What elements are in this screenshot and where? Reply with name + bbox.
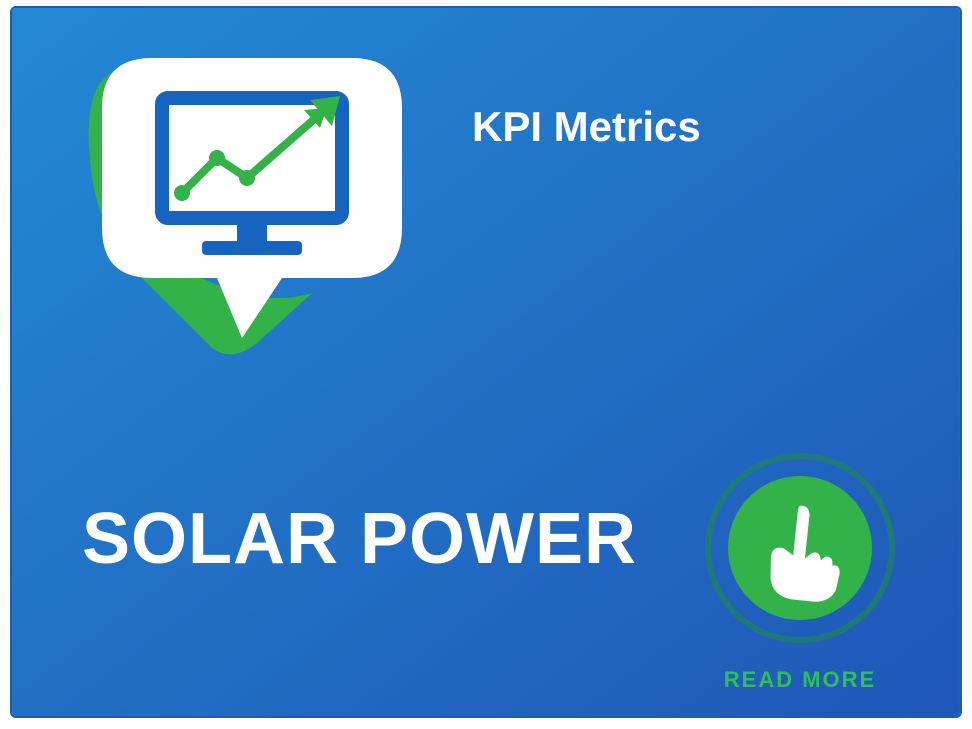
chart-monitor-icon (82, 48, 412, 358)
kpi-infographic-card: KPI Metrics SOLAR POWER READ MORE (10, 6, 962, 718)
hand-pointer-down-icon (700, 448, 900, 648)
card-title: SOLAR POWER (82, 498, 637, 580)
card-subtitle: KPI Metrics (472, 103, 701, 151)
read-more-button[interactable]: READ MORE (700, 448, 900, 693)
kpi-icon-bubble (82, 48, 412, 358)
read-more-label: READ MORE (700, 667, 900, 693)
